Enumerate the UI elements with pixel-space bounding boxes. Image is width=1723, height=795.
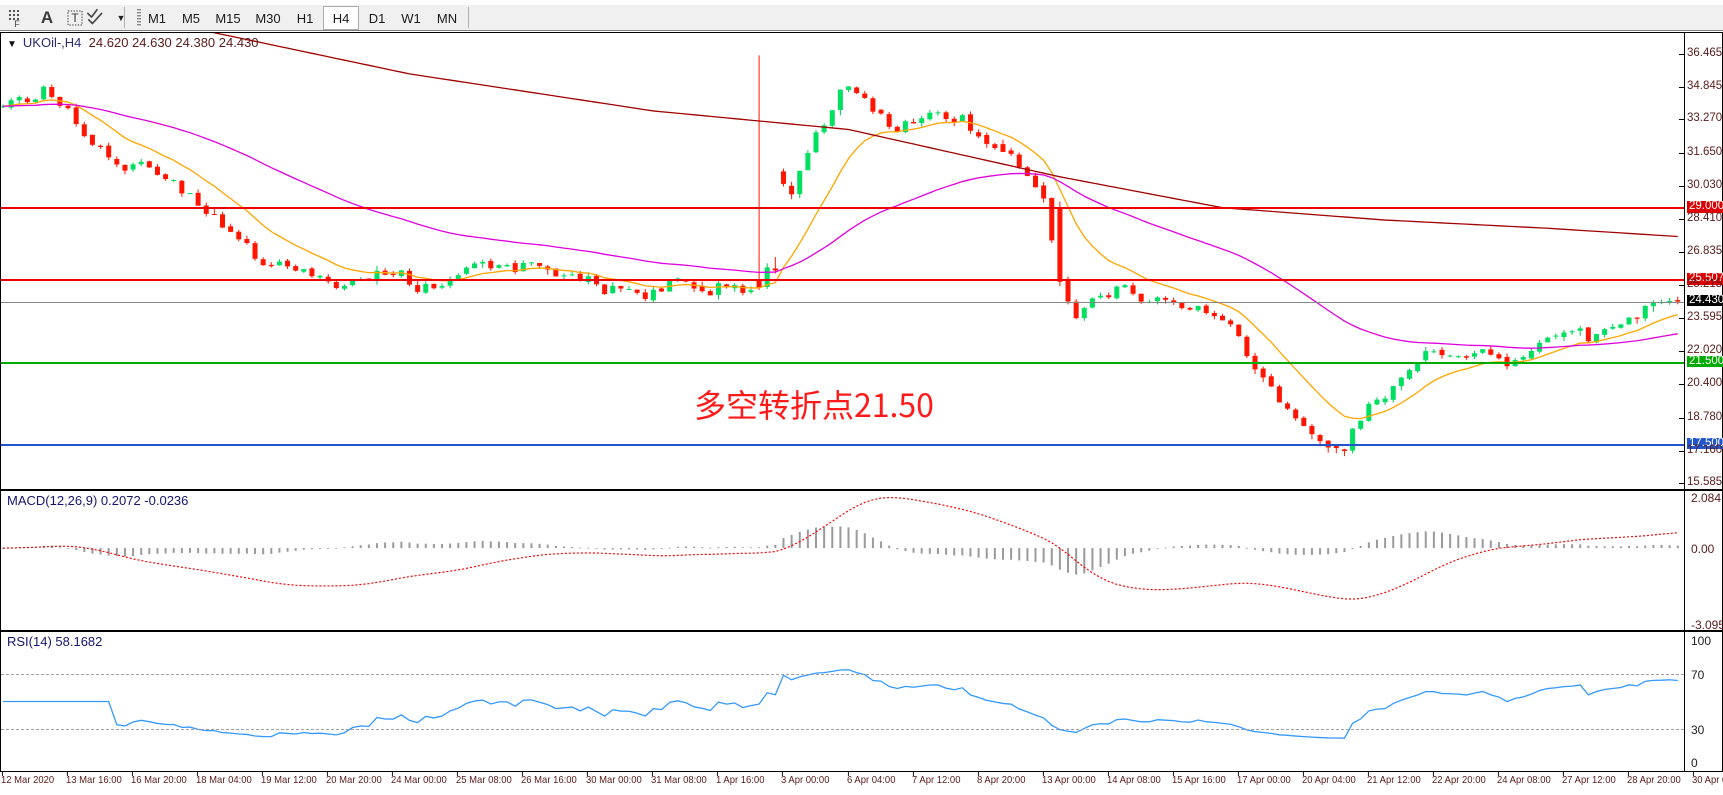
svg-text:F: F bbox=[14, 19, 20, 29]
svg-text:T: T bbox=[71, 11, 79, 25]
